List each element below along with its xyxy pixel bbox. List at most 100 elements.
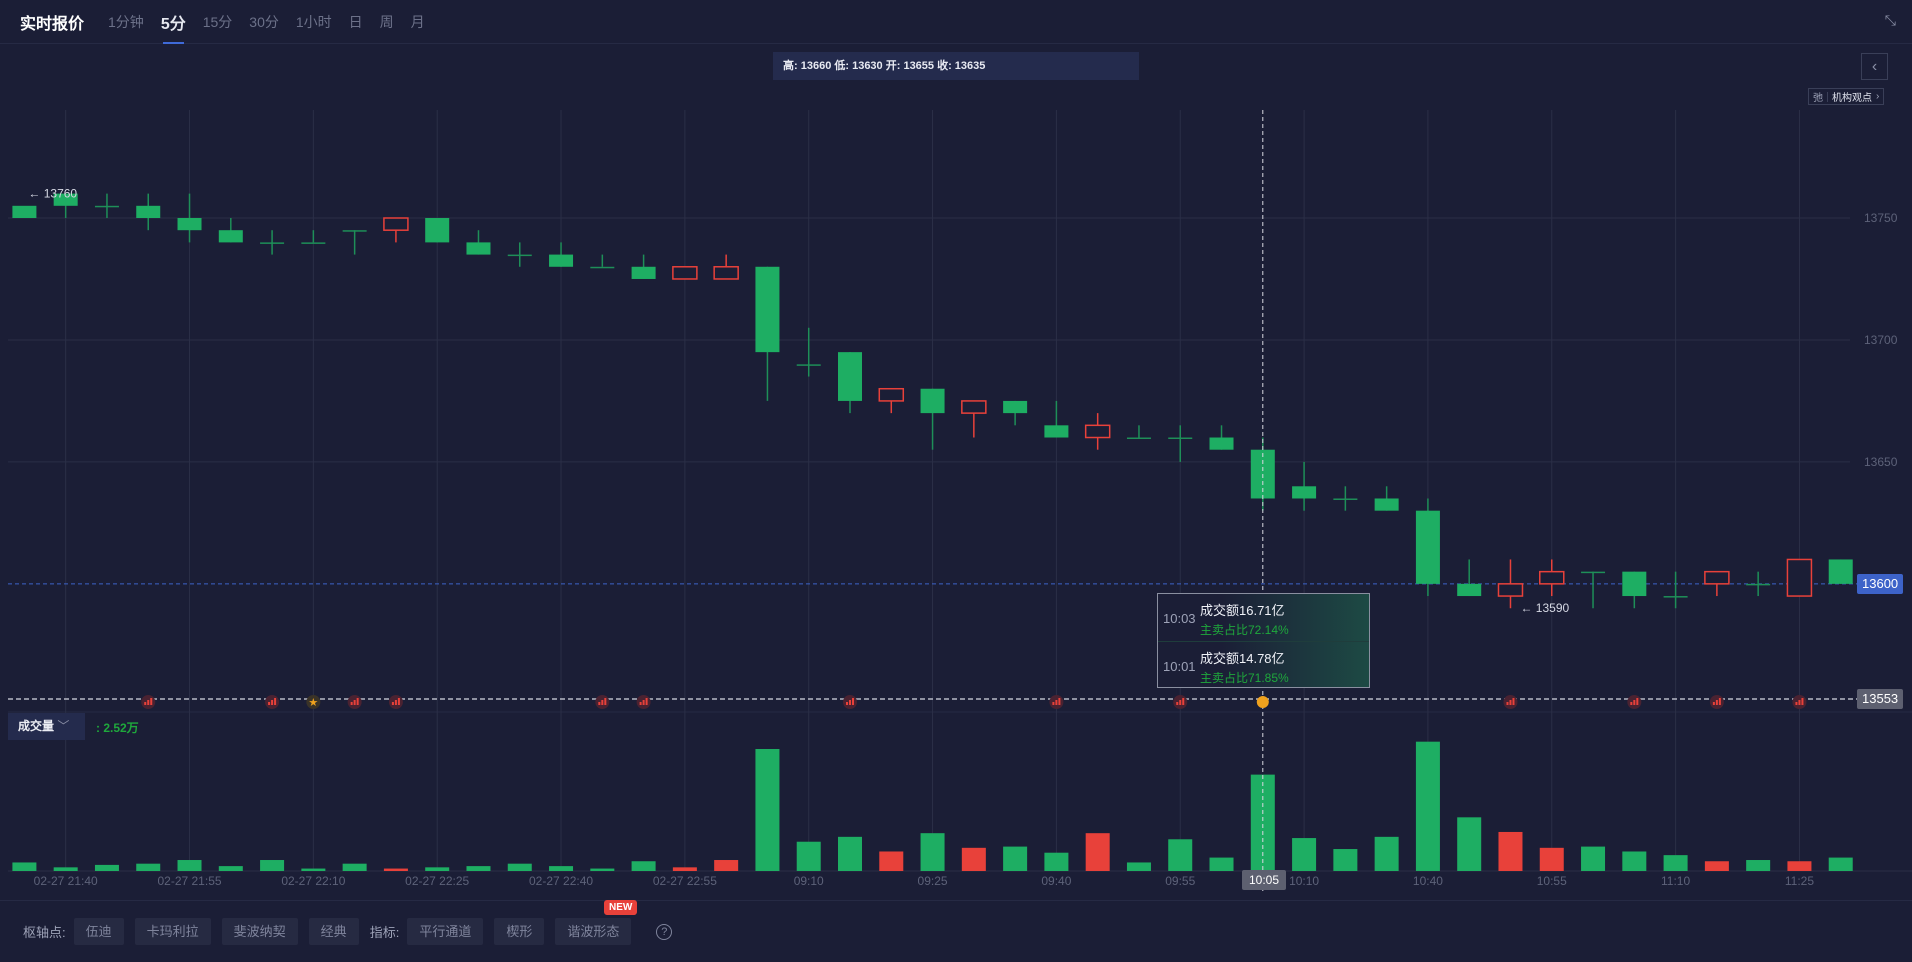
signal-bar — [846, 702, 848, 705]
collapse-panel-button[interactable]: ‹ — [1861, 53, 1888, 80]
candle-body — [713, 266, 739, 280]
star-glyph: ★ — [308, 697, 318, 709]
signal-bar — [397, 698, 400, 705]
parallel-channel-button[interactable]: 平行通道 — [407, 918, 484, 945]
candle — [301, 230, 326, 244]
candle-body — [1663, 596, 1688, 598]
pivot-fibonacci-button[interactable]: 斐波纳契 — [221, 918, 298, 945]
volume-value: : 2.52万 — [96, 721, 139, 735]
candle-body — [342, 230, 367, 232]
candle-body — [1497, 583, 1524, 597]
volume-bar — [1457, 817, 1482, 871]
candle-body — [1126, 437, 1151, 440]
bottom-toolbar: 枢轴点: 伍迪 卡玛利拉 斐波纳契 经典 指标: 平行通道 楔形 谐波形态 NEW… — [0, 900, 1912, 962]
tab-week[interactable]: 周 — [379, 13, 394, 30]
candle — [1209, 425, 1234, 450]
candle-body — [1622, 571, 1647, 597]
volume-bar — [1415, 741, 1440, 871]
candle-body — [549, 254, 574, 267]
candle — [218, 218, 243, 243]
tab-5min[interactable]: 5分 — [161, 10, 186, 44]
tab-1min[interactable]: 1分钟 — [108, 13, 144, 30]
volume-bar — [838, 836, 862, 871]
signal-bar — [144, 702, 147, 705]
x-axis-label: 02-27 22:25 — [405, 874, 469, 888]
candle-body — [796, 364, 821, 366]
crosshair-price-badge: 13553 — [1857, 689, 1904, 709]
volume-selector[interactable]: 成交量 ﹀ — [8, 713, 85, 740]
signal-bar — [852, 698, 854, 705]
harmonic-pattern-button[interactable]: 谐波形态 NEW — [555, 900, 638, 945]
volume-bar — [672, 867, 697, 871]
candle-body — [12, 205, 37, 218]
candle-body — [920, 388, 945, 414]
signal-bar — [353, 700, 356, 705]
candle-body — [383, 217, 409, 231]
volume-bar — [342, 863, 367, 871]
volume-bar — [1539, 847, 1564, 871]
compress-arrows-icon[interactable]: ⤡ — [1884, 12, 1896, 28]
candle-body — [672, 266, 698, 280]
star-marker-icon — [306, 695, 321, 709]
volume-bar — [383, 868, 408, 871]
volume-bar — [1374, 836, 1399, 871]
volume-bar — [1168, 839, 1193, 871]
signal-bar — [350, 702, 353, 705]
harmonic-pattern-label: 谐波形态 — [567, 924, 620, 939]
candle-body — [1168, 437, 1193, 440]
chevron-right-icon: › — [1876, 91, 1880, 102]
volume-bar — [1292, 838, 1317, 871]
tab-month[interactable]: 月 — [410, 13, 425, 30]
help-icon[interactable]: ? — [656, 923, 673, 940]
candle — [1168, 425, 1193, 462]
price-tick-label: 13750 — [1864, 211, 1898, 225]
x-axis-label: 09:10 — [794, 874, 824, 888]
candle — [1663, 571, 1688, 609]
wedge-button[interactable]: 楔形 — [494, 918, 545, 945]
candle — [1126, 425, 1151, 440]
signal-bar — [642, 700, 645, 705]
tab-30min[interactable]: 30分 — [249, 13, 279, 30]
volume-bar — [1003, 846, 1028, 871]
volume-bar — [1828, 857, 1853, 871]
pivot-label: 枢轴点: — [23, 925, 66, 940]
candle-body — [1374, 498, 1399, 511]
institution-view-button[interactable]: 弛 机构观点 › — [1808, 88, 1885, 105]
tab-1hour[interactable]: 1小时 — [295, 13, 332, 30]
volume-bar — [218, 866, 243, 871]
candle — [796, 327, 821, 377]
candle-body — [301, 242, 326, 244]
candle — [549, 242, 574, 267]
candle — [1704, 570, 1730, 597]
candle — [672, 266, 698, 280]
tooltip-ratio: 主卖占比71.85% — [1200, 671, 1289, 685]
x-axis-label: 10:55 — [1537, 874, 1567, 888]
x-axis-label: 10:40 — [1413, 874, 1443, 888]
candle — [1786, 558, 1813, 597]
candle — [1539, 559, 1565, 597]
candle — [920, 388, 945, 450]
pivot-woodie-button[interactable]: 伍迪 — [73, 918, 124, 945]
price-tick-label: 13700 — [1864, 333, 1898, 347]
candle — [53, 193, 78, 218]
x-axis-label: 02-27 21:40 — [34, 874, 98, 888]
volume-bar — [1704, 861, 1729, 871]
tab-15min[interactable]: 15分 — [202, 13, 233, 30]
tab-day[interactable]: 日 — [348, 13, 363, 30]
volume-bar — [1581, 846, 1606, 871]
volume-bar — [1209, 857, 1234, 871]
tooltip-time: 10:03 — [1163, 611, 1196, 626]
candle-body — [1084, 424, 1111, 439]
signal-bar — [1182, 698, 1185, 705]
candle — [1084, 413, 1111, 450]
volume-bar — [94, 864, 119, 871]
signal-bar — [1801, 698, 1804, 705]
volume-bar — [920, 833, 945, 871]
pivot-classic-button[interactable]: 经典 — [308, 918, 359, 945]
candlestick-chart[interactable]: 02-27 21:40 02-27 21:55 02-27 22:10 02-27 2… — [0, 0, 1912, 900]
signal-bar — [1712, 702, 1715, 705]
tooltip: 10:03 成交额16.71亿 主卖占比72.14% 10:01 成交额14.7… — [1157, 593, 1370, 688]
candle-body — [1044, 425, 1069, 438]
pivot-camarilla-button[interactable]: 卡玛利拉 — [134, 918, 211, 945]
candle-body — [1786, 558, 1813, 597]
